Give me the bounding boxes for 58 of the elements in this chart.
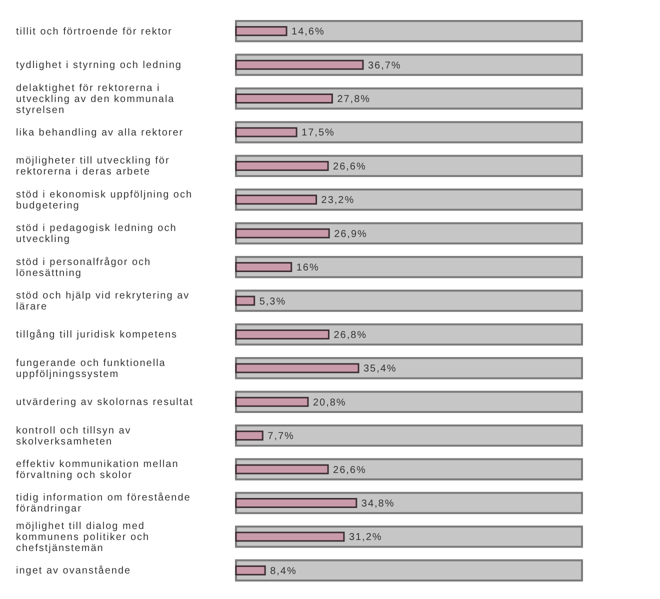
bar — [235, 94, 333, 104]
bar — [235, 532, 345, 542]
data-label: 26,9% — [334, 228, 368, 240]
bar — [235, 363, 360, 374]
y-tick-label: tidig information om förestående förändringar — [16, 492, 191, 515]
bar — [235, 430, 264, 441]
y-tick-label: inget av ovanstående — [16, 564, 132, 577]
y-tick-label: möjligheter till utveckling för rektorerna i deras arbete — [16, 156, 170, 178]
y-tick-label: lika behandling av alla rektorer — [16, 127, 184, 138]
bar — [235, 290, 583, 312]
bar — [235, 228, 330, 238]
data-label: 5,3% — [259, 296, 286, 308]
data-label: 27,8% — [337, 94, 371, 106]
y-tick-label: stöd i pedagogisk ledning och utveckling — [16, 223, 177, 246]
y-tick-label: stöd i personalfrågor och lönesättning — [16, 256, 152, 279]
bar — [235, 256, 583, 278]
data-label: 26,8% — [334, 330, 368, 341]
data-label: 36,7% — [368, 60, 402, 72]
y-tick-label: kontroll och tillsyn av skolverksamheten — [16, 425, 132, 448]
bar — [235, 26, 288, 36]
bar — [235, 498, 358, 508]
bar — [235, 396, 309, 407]
data-label: 31,2% — [348, 532, 382, 544]
bar — [235, 60, 364, 70]
bar — [235, 20, 583, 42]
y-tick-label: stöd i ekonomisk uppföljning och budgetering — [16, 189, 193, 212]
y-tick-label: fungerande och funktionella uppföljningssystem — [16, 358, 166, 380]
data-label: 35,4% — [363, 364, 397, 375]
data-label: 17,5% — [302, 128, 335, 139]
y-tick-label: utvärdering av skolornas resultat — [16, 397, 194, 408]
data-label: 20,8% — [312, 397, 346, 408]
data-label: 26,6% — [333, 161, 366, 172]
data-label: 23,2% — [321, 195, 355, 206]
bar — [235, 160, 329, 171]
y-tick-label: tillit och förtroende för rektor — [16, 26, 172, 38]
data-label: 8,4% — [270, 566, 297, 577]
bar — [235, 194, 318, 205]
data-label: 34,8% — [361, 498, 395, 510]
y-tick-label: delaktighet för rektorerna i utveckling av den kommunala styrelsen — [16, 82, 175, 116]
y-tick-label: tillgång till juridisk kompetens — [16, 328, 178, 341]
data-label: 26,6% — [333, 464, 366, 476]
bar — [235, 565, 266, 576]
y-tick-label: stöd och hjälp vid rekrytering av lärare — [16, 290, 190, 312]
y-tick-label: möjlighet till dialog med kommunens politiker och chefstjänstemän — [16, 520, 150, 554]
bar — [235, 559, 583, 582]
bar — [235, 464, 329, 474]
bar — [235, 329, 330, 340]
data-label: 7,7% — [268, 431, 294, 442]
data-label: 16% — [296, 262, 320, 274]
bar — [235, 262, 292, 272]
bar — [235, 390, 583, 413]
data-label: 14,6% — [292, 26, 325, 38]
y-tick-label: effektiv kommunikation mellan förvaltning och skolor — [16, 459, 179, 482]
bar — [235, 296, 256, 306]
bar — [235, 121, 583, 144]
bar — [235, 424, 583, 447]
bar — [235, 127, 298, 138]
y-tick-label: tydlighet i styrning och ledning — [16, 60, 182, 72]
